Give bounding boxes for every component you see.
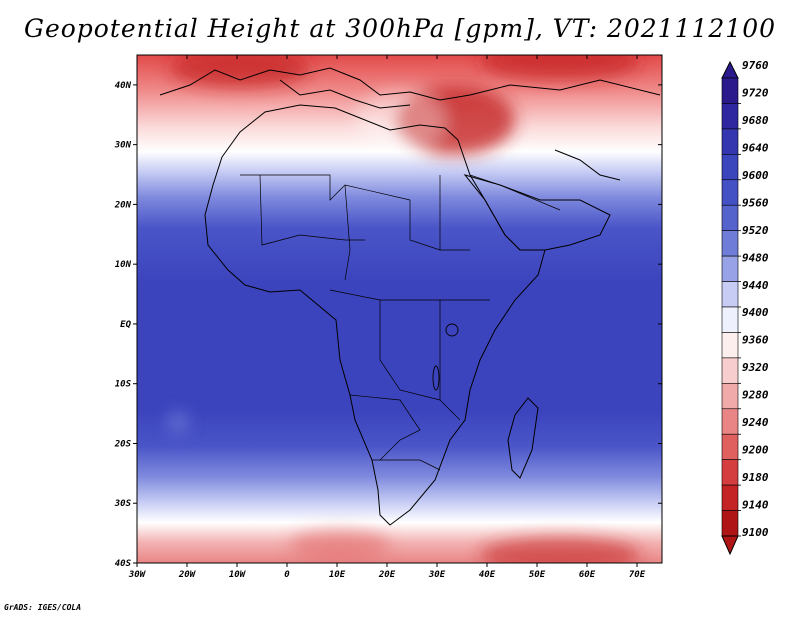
colorbar-label: 9180 [742, 471, 769, 484]
lat-tick-label: 30N [114, 141, 132, 151]
colorbar-label: 9720 [742, 87, 769, 100]
lon-tick-label: 60E [579, 570, 596, 580]
lon-tick-label: 30E [428, 570, 446, 580]
colorbar-segment [721, 179, 739, 206]
longitude-axis: 30W 20W 10W 0 10E 20E 30E 40E 50E 60E 70E [128, 55, 646, 580]
colorbar-label: 9520 [742, 224, 769, 237]
colorbar-segment [721, 459, 739, 486]
lon-tick-label: 30W [128, 570, 147, 580]
colorbar-segment [721, 128, 739, 155]
lon-tick-label: 10E [329, 570, 346, 580]
colorbar-label: 9140 [742, 499, 769, 512]
map-frame [136, 54, 663, 564]
lat-tick-label: 10S [115, 380, 132, 390]
colorbar-label: 9320 [742, 361, 769, 374]
colorbar-label: 9560 [742, 196, 769, 209]
lon-tick-label: 70E [629, 570, 646, 580]
europe-coastline [159, 67, 661, 101]
colorbar-bottom-arrow [721, 535, 739, 556]
lat-tick-label: 40N [115, 81, 132, 91]
colorbar-label: 9600 [742, 169, 769, 182]
lon-tick-label: 0 [284, 570, 290, 580]
colorbar-label: 9480 [742, 251, 769, 264]
colorbar-label: 9400 [742, 306, 769, 319]
lat-tick-label: 20N [114, 200, 132, 210]
colorbar-segment [721, 204, 739, 231]
grads-credit: GrADS: IGES/COLA [4, 603, 82, 612]
lat-tick-label: 10N [115, 260, 132, 270]
country-borders [240, 174, 561, 471]
colorbar-segment [721, 332, 739, 359]
lon-tick-label: 40E [479, 570, 496, 580]
colorbar-segment [721, 255, 739, 282]
colorbar-segment [721, 103, 739, 130]
madagascar-coastline [507, 397, 539, 479]
africa-coastline [204, 104, 546, 526]
colorbar-segment [721, 484, 739, 511]
coastlines [159, 67, 661, 526]
colorbar-segment [721, 510, 739, 537]
latitude-axis: 40N 30N 20N 10N EQ 10S 20S 30S 40S [114, 81, 662, 569]
lon-tick-label: 50E [529, 570, 546, 580]
colorbar-segment [721, 433, 739, 460]
colorbar-segment [721, 306, 739, 333]
colorbar-segment [721, 357, 739, 384]
colorbar-label: 9280 [742, 389, 769, 402]
lakes [432, 323, 459, 391]
lat-tick-label: 40S [115, 559, 132, 569]
colorbar-label: 9680 [742, 114, 769, 127]
lat-tick-label: 30S [114, 499, 132, 509]
colorbar-segment [721, 230, 739, 257]
lon-tick-label: 20W [178, 570, 197, 580]
colorbar-segment [721, 154, 739, 181]
arabia-coastline [463, 174, 611, 251]
colorbar-segment [721, 281, 739, 308]
colorbar-label: 9240 [742, 416, 769, 429]
colorbar-label: 9760 [742, 59, 769, 72]
field-anomalies [168, 55, 640, 563]
lat-tick-label: EQ [120, 320, 131, 330]
colorbar-label: 9100 [742, 526, 769, 539]
colorbar-label: 9640 [742, 141, 769, 154]
colorbar-label: 9440 [742, 279, 769, 292]
persian-gulf [554, 149, 621, 181]
colorbar-label: 9360 [742, 334, 769, 347]
colorbar-segment [721, 383, 739, 410]
lon-tick-label: 10W [229, 570, 247, 580]
lon-tick-label: 20E [378, 570, 396, 580]
colorbar-label: 9200 [742, 444, 769, 457]
height-field [137, 55, 662, 563]
mediterranean-north [279, 79, 411, 109]
colorbar-segment [721, 408, 739, 435]
colorbar-top-arrow [721, 60, 739, 79]
chart-title: Geopotential Height at 300hPa [gpm], VT:… [23, 14, 777, 43]
colorbar-segment [721, 77, 739, 104]
lat-tick-label: 20S [114, 439, 132, 449]
colorbar: 9760 9720 9680 9640 9600 9560 9520 9480 9440 9400… [721, 59, 769, 556]
